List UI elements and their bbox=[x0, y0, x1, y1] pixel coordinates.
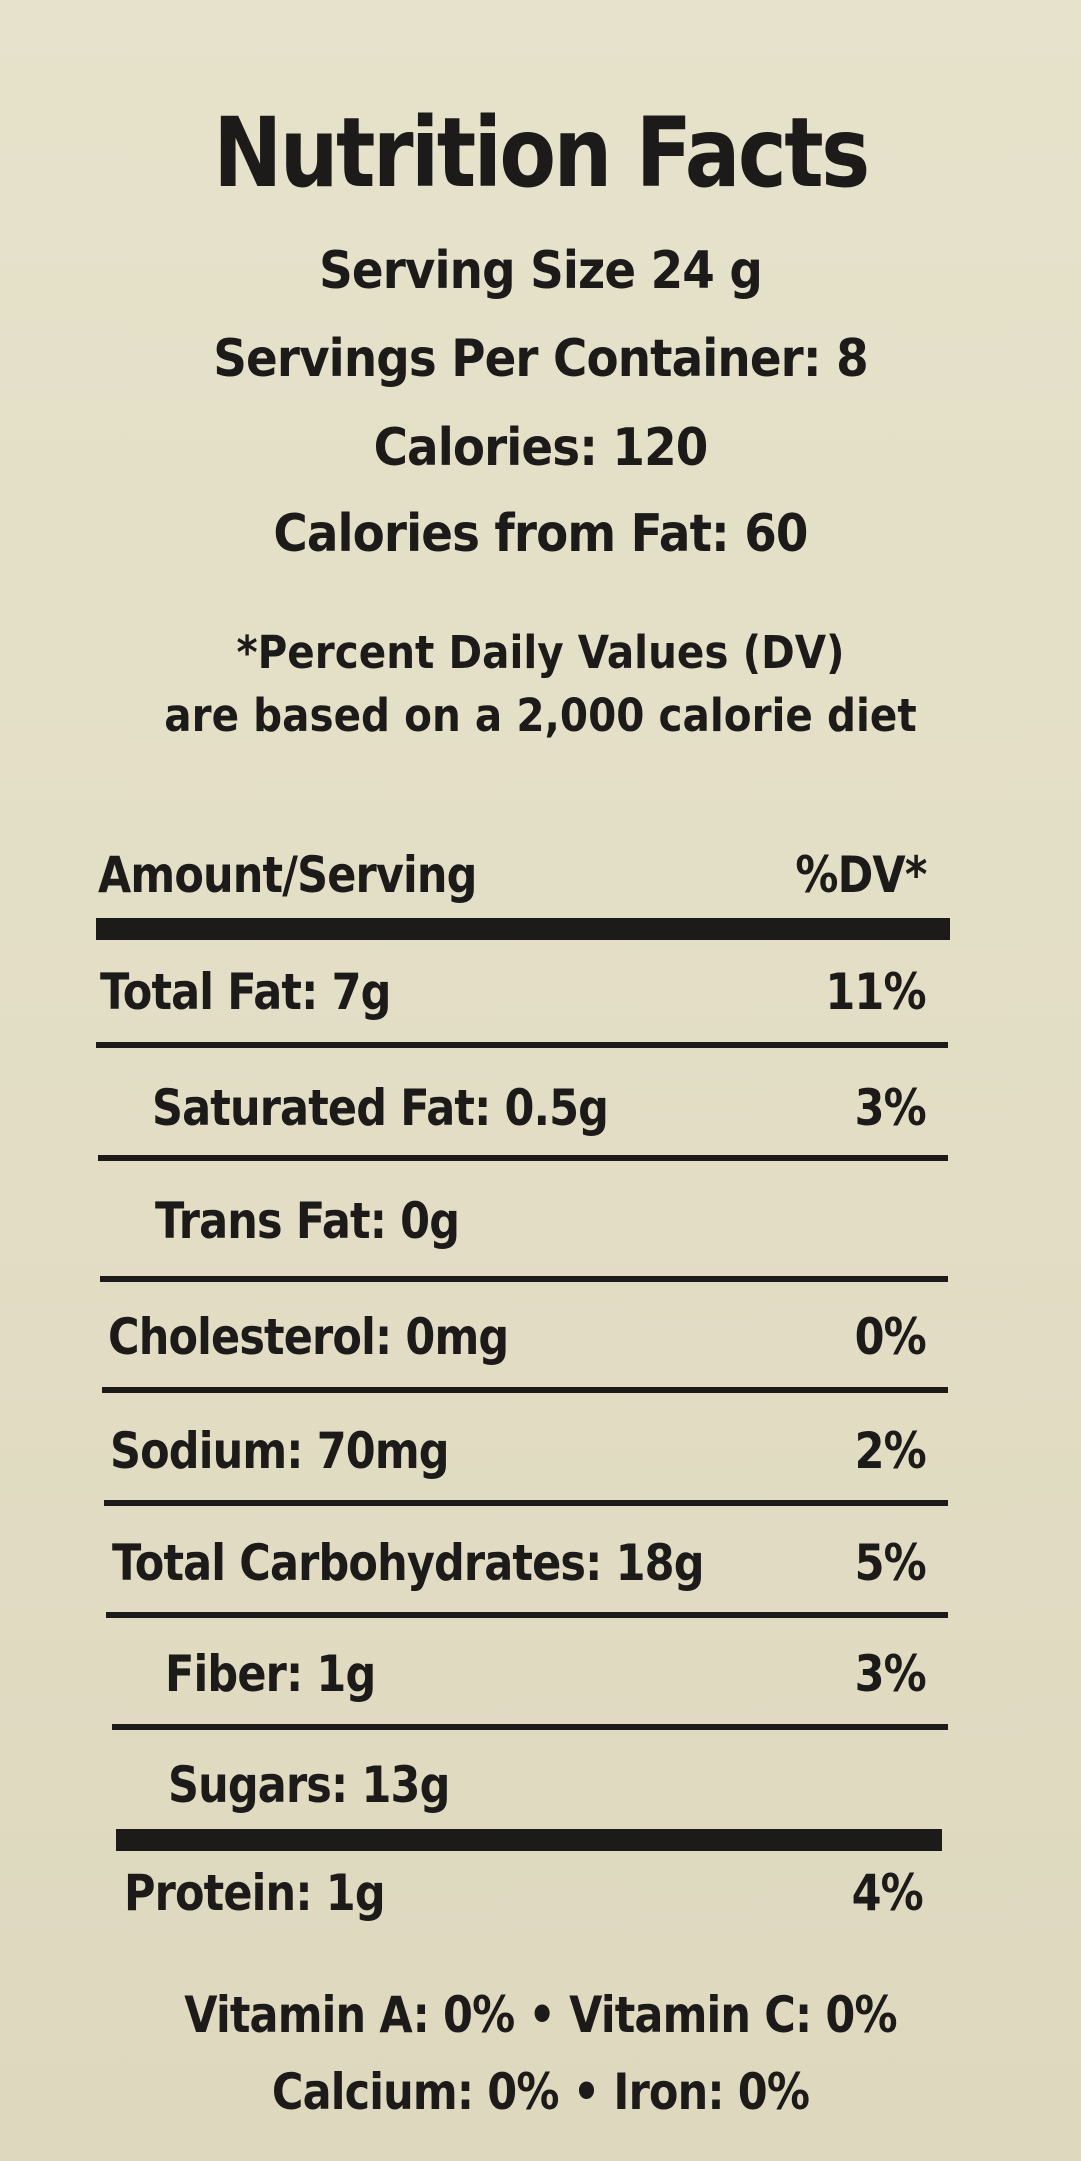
minerals-line: Calcium: 0% • Iron: 0% bbox=[271, 2063, 810, 2121]
dv-note-line-1: *Percent Daily Values (DV) bbox=[236, 626, 845, 679]
row-divider bbox=[106, 1612, 948, 1618]
dv-saturated-fat: 3% bbox=[854, 1079, 927, 1137]
dv-header: %DV* bbox=[794, 846, 927, 904]
row-divider bbox=[102, 1387, 948, 1393]
dv-total-fat: 11% bbox=[825, 963, 927, 1021]
label-title: Nutrition Facts bbox=[213, 97, 870, 209]
nutrient-sodium: Sodium: 70mg bbox=[110, 1422, 450, 1480]
protein-thick-divider bbox=[116, 1829, 942, 1851]
dv-note-line-2: are based on a 2,000 calorie diet bbox=[164, 689, 917, 742]
nutrient-protein: Protein: 1g bbox=[124, 1864, 386, 1922]
row-divider bbox=[100, 1276, 948, 1282]
nutrient-trans-fat: Trans Fat: 0g bbox=[155, 1192, 460, 1250]
nutrient-saturated-fat: Saturated Fat: 0.5g bbox=[152, 1079, 609, 1137]
row-divider bbox=[98, 1155, 948, 1161]
dv-protein: 4% bbox=[851, 1864, 924, 1922]
row-divider bbox=[112, 1724, 948, 1730]
calories-from-fat: Calories from Fat: 60 bbox=[273, 504, 808, 564]
row-divider bbox=[104, 1500, 948, 1506]
nutrient-total-fat: Total Fat: 7g bbox=[100, 963, 391, 1021]
nutrient-fiber: Fiber: 1g bbox=[165, 1645, 376, 1703]
serving-size: Serving Size 24 g bbox=[319, 241, 763, 301]
dv-fiber: 3% bbox=[854, 1645, 927, 1703]
dv-sodium: 2% bbox=[854, 1422, 927, 1480]
row-divider bbox=[96, 1042, 948, 1048]
vitamins-line: Vitamin A: 0% • Vitamin C: 0% bbox=[184, 1986, 897, 2044]
calories: Calories: 120 bbox=[373, 418, 709, 478]
dv-total-carbohydrates: 5% bbox=[854, 1534, 927, 1592]
amount-serving-header: Amount/Serving bbox=[98, 846, 477, 904]
servings-per-container: Servings Per Container: 8 bbox=[213, 329, 868, 389]
header-thick-divider bbox=[96, 918, 950, 940]
nutrient-cholesterol: Cholesterol: 0mg bbox=[108, 1308, 509, 1366]
dv-cholesterol: 0% bbox=[854, 1308, 927, 1366]
nutrient-sugars: Sugars: 13g bbox=[168, 1756, 450, 1814]
nutrient-total-carbohydrates: Total Carbohydrates: 18g bbox=[112, 1534, 705, 1592]
